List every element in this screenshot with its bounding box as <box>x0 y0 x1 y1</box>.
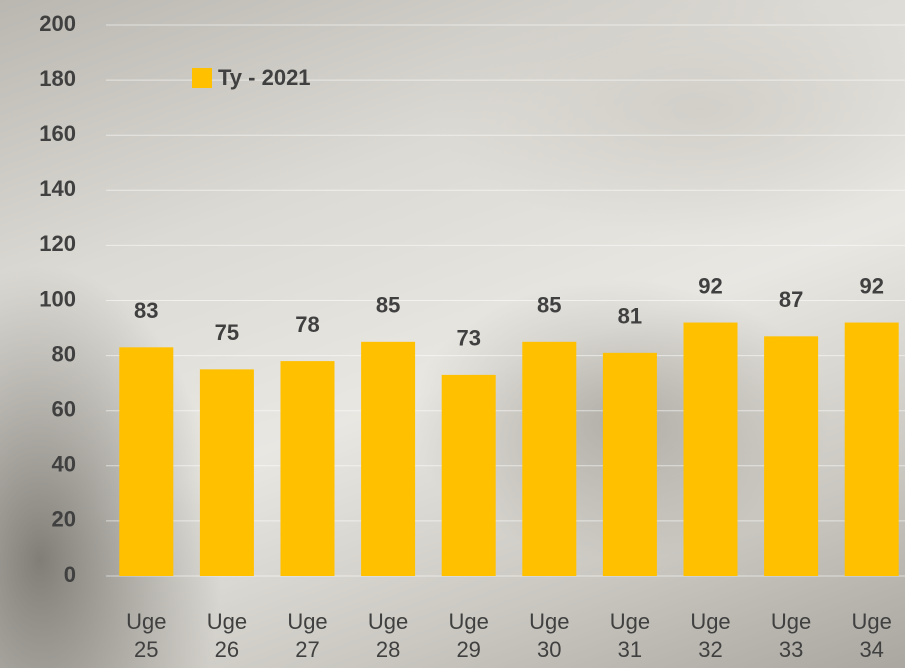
x-tick-label: Uge 26 <box>200 608 254 664</box>
x-tick-label: Uge 25 <box>119 608 173 664</box>
data-label: 92 <box>859 273 883 298</box>
data-label: 83 <box>134 298 158 323</box>
y-tick-label: 180 <box>39 66 76 91</box>
x-tick-label: Uge 31 <box>603 608 657 664</box>
data-label: 85 <box>376 293 400 318</box>
data-label: 85 <box>537 293 561 318</box>
x-tick-label: Uge 27 <box>281 608 335 664</box>
x-tick-label: Uge 32 <box>684 608 738 664</box>
y-tick-label: 60 <box>52 397 76 422</box>
bar <box>442 375 496 576</box>
data-label: 78 <box>295 312 319 337</box>
data-label: 73 <box>456 326 480 351</box>
y-tick-label: 0 <box>64 562 76 587</box>
data-label: 87 <box>779 287 803 312</box>
bar <box>361 342 415 576</box>
bar <box>845 323 899 576</box>
y-tick-label: 20 <box>52 507 76 532</box>
y-tick-label: 80 <box>52 341 76 366</box>
data-label: 75 <box>215 320 239 345</box>
y-tick-label: 200 <box>39 11 76 36</box>
y-tick-label: 160 <box>39 121 76 146</box>
chart-area: 0 20 40 60 80 100 120 140 160 180 200 Ty - 2021 83 75… <box>0 0 905 668</box>
bar <box>684 323 738 576</box>
bar <box>200 369 254 576</box>
y-tick-label: 100 <box>39 286 76 311</box>
x-tick-label: Uge 29 <box>442 608 496 664</box>
bar <box>119 347 173 576</box>
data-label: 81 <box>618 304 642 329</box>
bar <box>522 342 576 576</box>
x-tick-label: Uge 33 <box>764 608 818 664</box>
chart: 0 20 40 60 80 100 120 140 160 180 200 Ty - 2021 83 75… <box>0 0 905 668</box>
bar <box>603 353 657 576</box>
legend-swatch <box>192 68 212 88</box>
y-tick-label: 140 <box>39 176 76 201</box>
data-label: 92 <box>698 273 722 298</box>
bar <box>281 361 335 576</box>
x-tick-label: Uge 34 <box>845 608 899 664</box>
bar <box>764 336 818 576</box>
x-tick-label: Uge 28 <box>361 608 415 664</box>
y-tick-label: 40 <box>52 452 76 477</box>
x-tick-label: Uge 30 <box>522 608 576 664</box>
legend-label: Ty - 2021 <box>218 65 311 90</box>
y-tick-label: 120 <box>39 231 76 256</box>
